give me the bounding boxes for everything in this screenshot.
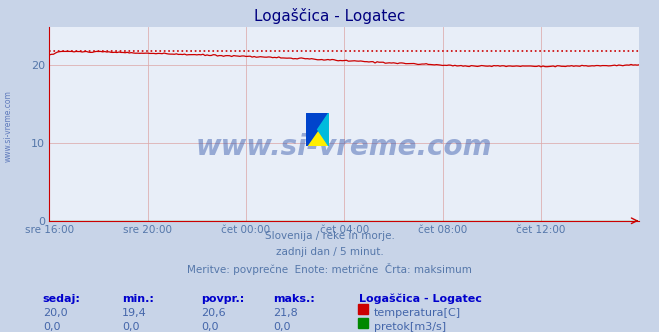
- Text: Slovenija / reke in morje.: Slovenija / reke in morje.: [264, 231, 395, 241]
- Text: maks.:: maks.:: [273, 294, 315, 304]
- Text: www.si-vreme.com: www.si-vreme.com: [4, 90, 13, 162]
- Text: min.:: min.:: [122, 294, 154, 304]
- Text: zadnji dan / 5 minut.: zadnji dan / 5 minut.: [275, 247, 384, 257]
- Text: 0,0: 0,0: [201, 322, 219, 332]
- Text: Logaščica - Logatec: Logaščica - Logatec: [359, 294, 482, 304]
- Polygon shape: [318, 113, 329, 146]
- Text: 19,4: 19,4: [122, 308, 147, 318]
- Text: www.si-vreme.com: www.si-vreme.com: [196, 133, 492, 161]
- Text: pretok[m3/s]: pretok[m3/s]: [374, 322, 445, 332]
- Polygon shape: [306, 113, 329, 146]
- Text: Logaščica - Logatec: Logaščica - Logatec: [254, 8, 405, 24]
- Text: 20,6: 20,6: [201, 308, 225, 318]
- Polygon shape: [306, 113, 329, 146]
- Text: 21,8: 21,8: [273, 308, 299, 318]
- Text: Meritve: povprečne  Enote: metrične  Črta: maksimum: Meritve: povprečne Enote: metrične Črta:…: [187, 263, 472, 275]
- Text: 0,0: 0,0: [122, 322, 140, 332]
- Text: 0,0: 0,0: [43, 322, 61, 332]
- Text: 20,0: 20,0: [43, 308, 67, 318]
- Text: temperatura[C]: temperatura[C]: [374, 308, 461, 318]
- Text: sedaj:: sedaj:: [43, 294, 80, 304]
- Text: 0,0: 0,0: [273, 322, 291, 332]
- Text: povpr.:: povpr.:: [201, 294, 244, 304]
